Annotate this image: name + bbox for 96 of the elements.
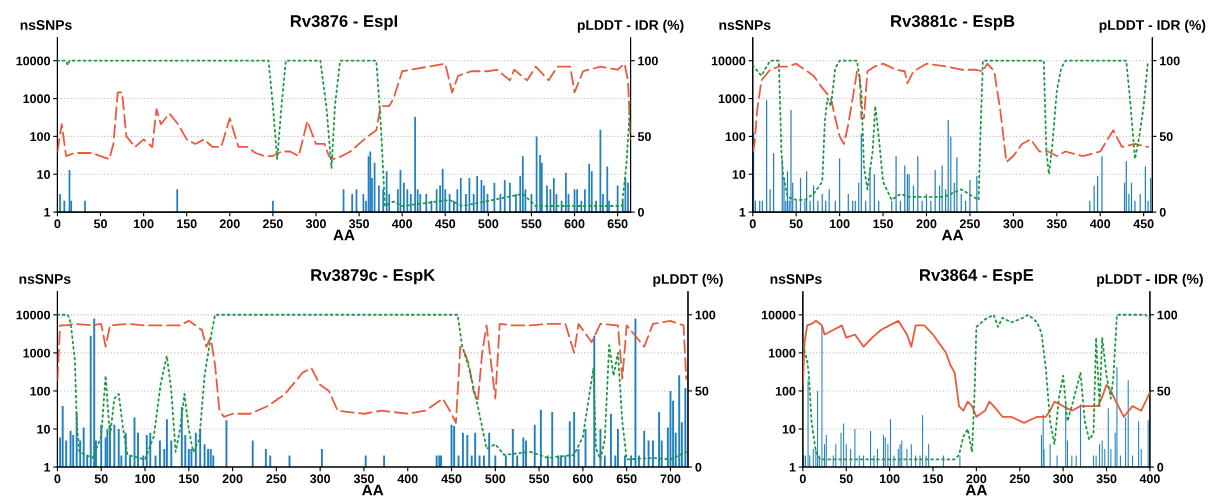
y2-tick-label: 100 [638, 56, 658, 66]
y-tick-label: 1000 [718, 94, 746, 104]
y-tick-label: 10 [782, 424, 796, 434]
x-tick-label: 150 [177, 219, 197, 229]
x-tick-label: 350 [348, 219, 369, 229]
x-tick-label: 0 [54, 474, 61, 484]
y-tick-label: 10 [37, 170, 50, 179]
x-tick-label: 350 [353, 474, 374, 484]
y2-tick-label: 0 [1159, 207, 1166, 217]
y2-tick-label: 50 [695, 386, 709, 396]
x-axis-title: AA [362, 484, 384, 496]
x-tick-label: 400 [397, 474, 418, 484]
x-tick-label: 300 [310, 474, 331, 484]
y-tick-label: 10 [732, 170, 746, 179]
x-tick-label: 100 [133, 219, 154, 229]
x-tick-label: 500 [478, 219, 499, 229]
y-tick-label: 100 [725, 132, 746, 142]
x-tick-label: 50 [789, 219, 803, 229]
x-tick-label: 300 [1053, 474, 1074, 484]
x-tick-label: 250 [262, 219, 283, 229]
x-tick-label: 50 [839, 474, 853, 484]
x-tick-label: 200 [966, 474, 987, 484]
y-tick-label: 100 [775, 386, 796, 396]
x-tick-label: 50 [94, 474, 108, 484]
y-tick-label: 1 [789, 462, 796, 472]
y-tick-label: 1 [739, 208, 746, 217]
x-tick-label: 50 [93, 219, 107, 229]
chart-title: Rv3864 - EspE [920, 269, 1034, 285]
y2-tick-label: 0 [1157, 462, 1164, 472]
x-tick-label: 250 [959, 219, 980, 229]
y-tick-label: 1000 [23, 94, 50, 104]
y2-tick-label: 0 [637, 207, 644, 217]
y-tick-label: 10000 [711, 56, 746, 66]
y2-tick-label: 100 [695, 310, 716, 320]
x-tick-label: 400 [391, 219, 413, 229]
y2-axis-title: pLDDT - IDR (%) [1099, 19, 1206, 33]
y-tick-label: 10000 [16, 310, 50, 320]
x-tick-label: 650 [616, 474, 637, 484]
x-tick-label: 350 [1096, 474, 1117, 484]
x-tick-label: 200 [222, 474, 243, 484]
x-tick-label: 250 [1009, 474, 1030, 484]
y-tick-label: 100 [30, 132, 50, 142]
chart-title: Rv3876 - EspI [290, 15, 398, 31]
x-tick-label: 450 [441, 474, 462, 484]
x-tick-label: 100 [135, 474, 155, 484]
y2-tick-label: 50 [637, 132, 651, 142]
y2-tick-label: 0 [695, 462, 702, 472]
x-tick-label: 500 [485, 474, 506, 484]
y-axis-title: nsSNPs [19, 274, 71, 284]
x-tick-label: 400 [1089, 219, 1111, 229]
y-tick-label: 1 [44, 208, 51, 217]
x-tick-label: 150 [873, 219, 893, 229]
x-tick-label: 300 [1003, 219, 1024, 229]
y-tick-label: 100 [30, 386, 50, 396]
x-axis-title: AA [965, 484, 988, 496]
y-tick-label: 1000 [768, 348, 796, 358]
x-tick-label: 550 [521, 219, 542, 229]
y-tick-label: 1000 [23, 348, 50, 358]
x-tick-label: 0 [749, 219, 756, 229]
y-axis-title: nsSNPs [20, 20, 72, 30]
y2-tick-label: 50 [1159, 132, 1173, 142]
x-tick-label: 200 [219, 219, 240, 229]
x-tick-label: 150 [923, 474, 943, 484]
y-tick-label: 10 [37, 424, 50, 434]
x-axis-title: AA [941, 229, 964, 241]
y2-axis-title: pLDDT (%) [653, 273, 723, 287]
y-axis-title: nsSNPs [770, 274, 822, 284]
x-tick-label: 100 [829, 219, 850, 229]
x-tick-label: 0 [799, 474, 806, 484]
y2-axis-title: pLDDT - IDR (%) [577, 19, 684, 33]
x-tick-label: 450 [435, 219, 456, 229]
x-tick-label: 450 [1133, 219, 1154, 229]
x-axis-title: AA [333, 229, 355, 241]
x-tick-label: 300 [305, 219, 326, 229]
x-tick-label: 700 [660, 474, 681, 484]
x-tick-label: 100 [879, 474, 900, 484]
x-tick-label: 150 [179, 474, 199, 484]
y-axis-title: nsSNPs [719, 20, 771, 30]
y2-axis-title: pLDDT - IDR (%) [1097, 273, 1203, 287]
chart-title: Rv3879c - EspK [311, 269, 436, 285]
x-tick-label: 600 [564, 219, 585, 229]
x-tick-label: 600 [572, 474, 593, 484]
x-tick-label: 0 [54, 219, 61, 229]
x-tick-label: 400 [1139, 474, 1160, 484]
y2-tick-label: 100 [1160, 56, 1180, 66]
x-tick-label: 550 [529, 474, 550, 484]
y2-tick-label: 50 [1157, 386, 1171, 396]
y-tick-label: 10000 [16, 56, 50, 66]
x-tick-label: 200 [916, 219, 937, 229]
chart-title: Rv3881c - EspB [891, 15, 1015, 31]
y-tick-label: 1 [44, 462, 51, 472]
x-tick-label: 650 [607, 219, 628, 229]
x-tick-label: 250 [266, 474, 287, 484]
y-tick-label: 10000 [761, 310, 796, 320]
y2-tick-label: 100 [1157, 310, 1178, 320]
x-tick-label: 350 [1046, 219, 1067, 229]
